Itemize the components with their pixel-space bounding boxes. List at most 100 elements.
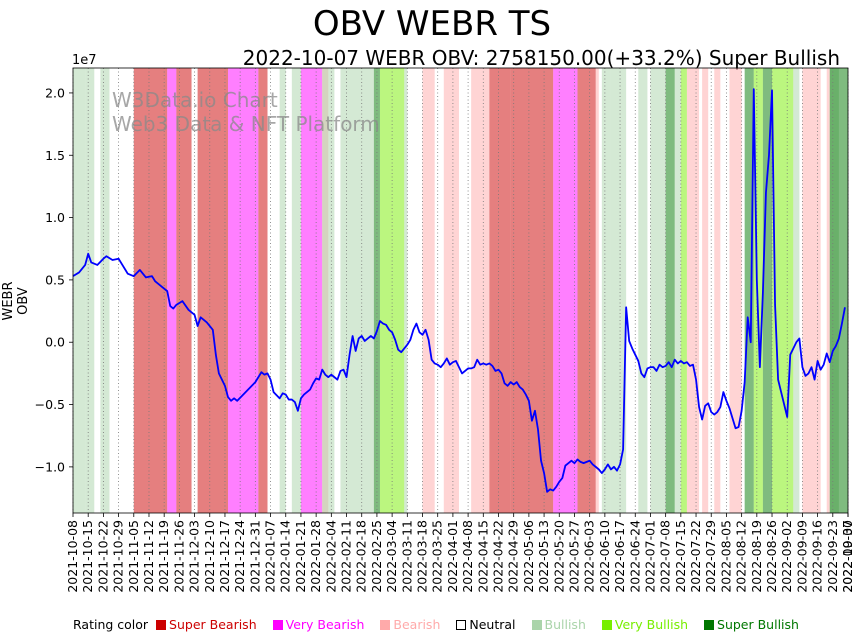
x-tick-label: 2022-07-29 (703, 520, 718, 593)
axes (69, 67, 849, 517)
rating-band (826, 68, 830, 513)
x-tick-label: 2022-06-17 (612, 520, 627, 593)
rating-band (553, 68, 578, 513)
x-tick-label: 2021-12-10 (202, 520, 217, 593)
legend-item: Neutral (456, 617, 527, 632)
x-tick-label: 2022-05-20 (551, 520, 566, 593)
rating-band (714, 68, 721, 513)
x-tick-label: 2022-01-21 (293, 520, 308, 593)
x-tick-label: 2022-09-09 (794, 520, 809, 593)
x-tick-label: 2022-04-15 (475, 520, 490, 593)
watermark-line-1: W3Data.io Chart (112, 88, 278, 112)
x-tick-label: 2022-04-08 (460, 520, 475, 593)
x-tick-label: 2022-08-26 (764, 520, 779, 593)
rating-band (638, 68, 648, 513)
x-tick-label: 2021-11-19 (156, 520, 171, 593)
legend-swatch (380, 620, 391, 630)
rating-band (510, 68, 554, 513)
legend-items: Super Bearish Very Bearish Bearish Neutral B… (156, 617, 815, 632)
rating-band (744, 68, 754, 513)
x-tick-label: 2022-07-15 (673, 520, 688, 593)
legend-swatch (456, 620, 467, 630)
rating-band (258, 68, 268, 513)
rating-band (753, 68, 763, 513)
rating-band (197, 68, 228, 513)
legend-item: Bearish (380, 617, 452, 632)
x-tick-label: 2021-10-22 (95, 520, 110, 593)
rating-band (793, 68, 800, 513)
rating-band (802, 68, 821, 513)
x-tick-label: 2021-10-29 (111, 520, 126, 593)
legend-item: Very Bearish (272, 617, 377, 632)
x-tick-label: 2021-12-24 (232, 520, 247, 593)
rating-band (228, 68, 259, 513)
x-tick-label: 2021-12-03 (187, 520, 202, 593)
rating-band (85, 68, 95, 513)
chart-subtitle: 2022-10-07 WEBR OBV: 2758150.00(+33.2%) … (242, 46, 840, 70)
x-tick-label: 2022-05-27 (566, 520, 581, 593)
x-tick-label: 2022-03-11 (399, 520, 414, 593)
x-tick-label: 2022-09-02 (779, 520, 794, 593)
x-tick-label: 2022-04-01 (445, 520, 460, 593)
rating-band (373, 68, 380, 513)
rating-band (176, 68, 192, 513)
y-tick-label: 2.0 (45, 85, 65, 100)
x-tick-label: 2022-01-28 (308, 520, 323, 593)
rating-band (291, 68, 301, 513)
legend-item: Super Bullish (704, 617, 811, 632)
x-tick-label: 2022-02-25 (369, 520, 384, 593)
rating-band (686, 68, 700, 513)
x-tick-label: 2022-08-05 (718, 520, 733, 593)
rating-band (322, 68, 329, 513)
rating-band (659, 68, 666, 513)
legend-swatch (272, 620, 283, 630)
legend-swatch (531, 620, 542, 630)
obv-series (72, 88, 846, 493)
rating-band (762, 68, 773, 513)
x-tick-label: 2021-11-12 (141, 520, 156, 593)
x-tick-label: 2021-11-05 (126, 520, 141, 593)
rating-band (674, 68, 681, 513)
legend-swatch (156, 620, 167, 630)
x-tick-label: 2022-09-16 (810, 520, 825, 593)
y-tick-label: −0.5 (35, 397, 65, 412)
x-tick-label: 2022-01-07 (263, 520, 278, 593)
rating-band (610, 68, 627, 513)
y-tick-label: 0.5 (45, 272, 65, 287)
x-tick-labels: 2021-10-08 2021-10-15 2021-10-22 2021-10-29… (65, 520, 855, 593)
rating-band (665, 68, 675, 513)
rating-band (404, 68, 408, 513)
rating-band (489, 68, 511, 513)
obv-line (72, 88, 846, 493)
x-tick-label: 2022-04-22 (490, 520, 505, 593)
rating-band (422, 68, 435, 513)
x-tick-label: 2021-10-08 (65, 520, 80, 593)
x-tick-label: 2022-05-06 (521, 520, 536, 593)
rating-band (279, 68, 286, 513)
rating-legend: Rating color Super Bearish Very Bearish Be… (73, 617, 819, 632)
x-tick-label: 2022-09-30 (840, 520, 855, 593)
legend-item: Very Bullish (601, 617, 700, 632)
plot-frame (72, 67, 849, 514)
x-tick-label: 2022-04-29 (506, 520, 521, 593)
rating-band (829, 68, 848, 513)
rating-band (729, 68, 742, 513)
x-tick-label: 2021-11-26 (171, 520, 186, 593)
x-tick-label: 2022-09-23 (825, 520, 840, 593)
rating-band (650, 68, 660, 513)
x-tick-label: 2022-08-12 (734, 520, 749, 593)
rating-band (328, 68, 335, 513)
rating-band (595, 68, 599, 513)
rating-band (100, 68, 110, 513)
x-tick-label: 2022-07-22 (688, 520, 703, 593)
rating-band (340, 68, 374, 513)
x-tick-label: 2022-03-25 (430, 520, 445, 593)
legend-label: Super Bullish (717, 617, 799, 632)
x-tick-label: 2022-02-04 (323, 520, 338, 593)
x-tick-label: 2021-12-17 (217, 520, 232, 593)
rating-band (702, 68, 709, 513)
watermark-line-2: Web3 Data & NFT Platform (112, 112, 380, 136)
y-tick-labels: −1.0 −0.5 0.0 0.5 1.0 1.5 2.0 (35, 85, 65, 474)
x-tick-label: 2021-12-31 (247, 520, 262, 593)
